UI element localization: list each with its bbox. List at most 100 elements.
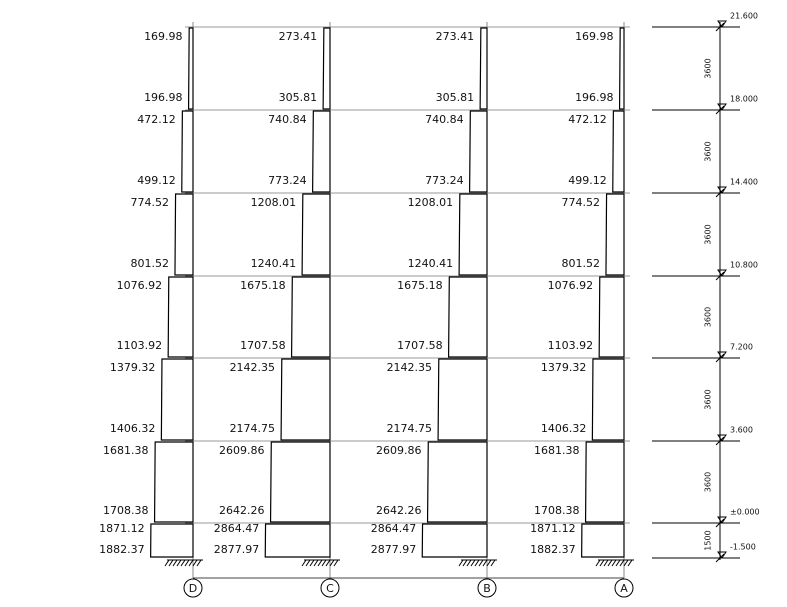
force-diagram xyxy=(311,110,331,193)
force-top-label: 472.12 xyxy=(137,113,176,126)
hatch xyxy=(623,559,629,567)
dimension-label: 3600 xyxy=(704,307,713,327)
level-label: 18.000 xyxy=(730,95,758,104)
level-marker xyxy=(717,434,727,442)
level-marker xyxy=(717,103,727,111)
force-diagram xyxy=(150,523,194,558)
level-marker xyxy=(717,351,727,359)
axis-label: A xyxy=(620,582,628,595)
force-top-label: 2864.47 xyxy=(214,522,260,535)
hatch xyxy=(180,559,186,567)
force-bottom-label: 773.24 xyxy=(425,174,464,187)
hatch xyxy=(333,559,339,567)
hatch xyxy=(478,559,484,567)
force-bottom-label: 2877.97 xyxy=(371,543,417,556)
hatch xyxy=(486,559,492,567)
hatch xyxy=(627,559,633,567)
dim-tick xyxy=(715,436,725,446)
force-bottom-label: 305.81 xyxy=(436,91,475,104)
force-diagram xyxy=(153,441,194,523)
force-diagram xyxy=(421,523,488,558)
force-diagram xyxy=(437,358,488,441)
force-diagram xyxy=(322,27,331,110)
hatch xyxy=(172,559,178,567)
hatch xyxy=(482,559,488,567)
force-top-label: 2609.86 xyxy=(376,444,422,457)
level-marker xyxy=(717,516,727,524)
hatch xyxy=(619,559,625,567)
hatch xyxy=(192,559,198,567)
force-diagram xyxy=(458,193,488,276)
force-bottom-label: 801.52 xyxy=(130,257,169,270)
force-top-label: 1379.32 xyxy=(110,361,156,374)
hatch xyxy=(607,559,613,567)
force-top-label: 2142.35 xyxy=(387,361,433,374)
force-top-label: 740.84 xyxy=(425,113,464,126)
hatch xyxy=(329,559,335,567)
force-top-label: 273.41 xyxy=(279,30,318,43)
force-bottom-label: 2174.75 xyxy=(230,422,276,435)
level-label: -1.500 xyxy=(730,543,756,552)
force-diagram xyxy=(264,523,331,558)
force-top-label: 1208.01 xyxy=(251,196,297,209)
hatch xyxy=(305,559,311,567)
force-top-label: 1871.12 xyxy=(530,522,576,535)
force-diagram xyxy=(598,276,625,358)
hatch xyxy=(196,559,202,567)
force-bottom-label: 499.12 xyxy=(137,174,176,187)
force-diagram xyxy=(290,276,331,358)
force-diagram xyxy=(591,358,625,441)
force-bottom-label: 1103.92 xyxy=(117,339,163,352)
force-bottom-label: 1882.37 xyxy=(99,543,145,556)
level-label: ±0.000 xyxy=(730,508,760,517)
force-diagram xyxy=(447,276,488,358)
force-top-label: 2142.35 xyxy=(230,361,276,374)
dimension-label: 1500 xyxy=(704,530,713,550)
level-label: 3.600 xyxy=(730,426,753,435)
force-diagram xyxy=(605,193,625,276)
force-bottom-label: 2642.26 xyxy=(376,504,422,517)
dimension-label: 3600 xyxy=(704,141,713,161)
hatch xyxy=(599,559,605,567)
level-label: 14.400 xyxy=(730,178,758,187)
hatch xyxy=(462,559,468,567)
force-top-label: 1379.32 xyxy=(541,361,587,374)
axis-label: B xyxy=(483,582,491,595)
force-diagram xyxy=(160,358,194,441)
force-bottom-label: 801.52 xyxy=(561,257,600,270)
force-bottom-label: 196.98 xyxy=(575,91,614,104)
level-marker xyxy=(717,269,727,277)
force-top-label: 1076.92 xyxy=(117,279,163,292)
force-top-label: 1871.12 xyxy=(99,522,145,535)
force-top-label: 740.84 xyxy=(268,113,307,126)
hatch xyxy=(321,559,327,567)
force-diagram xyxy=(468,110,488,193)
force-diagram xyxy=(301,193,331,276)
hatch xyxy=(188,559,194,567)
hatch xyxy=(595,559,601,567)
force-bottom-label: 1708.38 xyxy=(103,504,149,517)
axis-bubble xyxy=(614,578,634,598)
hatch xyxy=(325,559,331,567)
level-label: 7.200 xyxy=(730,343,753,352)
force-bottom-label: 1240.41 xyxy=(251,257,297,270)
force-bottom-label: 1707.58 xyxy=(240,339,286,352)
dim-tick xyxy=(715,105,725,115)
force-top-label: 169.98 xyxy=(575,30,614,43)
hatch xyxy=(466,559,472,567)
force-top-label: 1208.01 xyxy=(408,196,454,209)
dim-tick xyxy=(715,553,725,563)
dimension-label: 3600 xyxy=(704,389,713,409)
dimension-label: 3600 xyxy=(704,224,713,244)
hatch xyxy=(184,559,190,567)
level-marker xyxy=(717,20,727,28)
hatch xyxy=(164,559,170,567)
dim-tick xyxy=(715,518,725,528)
force-diagram xyxy=(426,441,488,523)
level-marker xyxy=(717,551,727,559)
force-top-label: 2864.47 xyxy=(371,522,417,535)
force-diagram xyxy=(280,358,331,441)
force-bottom-label: 1240.41 xyxy=(408,257,454,270)
axis-label: C xyxy=(326,582,334,595)
dimension-label: 3600 xyxy=(704,58,713,78)
